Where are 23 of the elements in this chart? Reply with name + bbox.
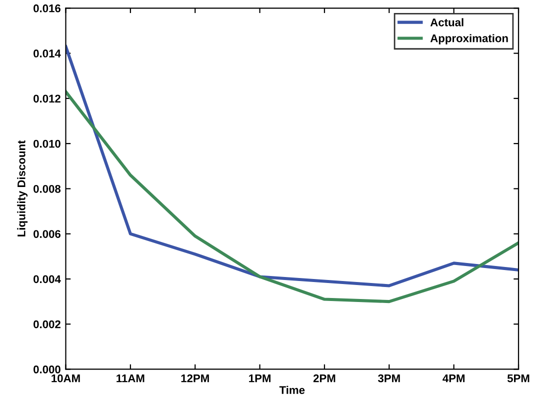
line-series (66, 44, 519, 288)
x-tick-label: 3PM (378, 374, 400, 382)
y-tick-label: 0.010 (34, 140, 60, 148)
y-tick-label: 0.008 (34, 184, 61, 193)
x-axis-title: Time (279, 386, 305, 394)
line-series (66, 90, 519, 304)
y-tick-label: 0.012 (34, 94, 60, 103)
x-tick-label: 2PM (313, 374, 336, 382)
x-tick-label: 1PM (249, 374, 270, 382)
legend-label: Actual (430, 18, 464, 26)
x-tick-label: 10AM (52, 374, 80, 382)
y-tick-label: 0.004 (34, 275, 61, 284)
y-tick-label: 0.002 (34, 320, 60, 328)
x-tick-label: 11AM (116, 374, 144, 382)
y-axis-title: Liquidity Discount (17, 140, 28, 236)
y-tick-label: 0.016 (34, 4, 60, 12)
x-tick-label: 12PM (181, 374, 209, 382)
legend-label: Approximation (430, 34, 508, 44)
y-tick-label: 0.006 (34, 230, 60, 238)
y-tick-label: 0.000 (34, 366, 60, 374)
x-tick-label: 5PM (507, 374, 530, 382)
y-tick-label: 0.014 (34, 50, 61, 58)
x-tick-label: 4PM (442, 374, 465, 382)
